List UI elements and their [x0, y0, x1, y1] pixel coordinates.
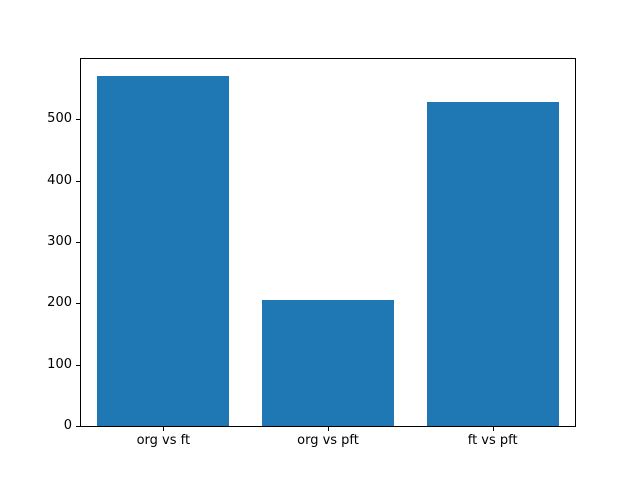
plot-area [80, 58, 576, 427]
y-tick-mark [76, 241, 80, 243]
y-tick-label: 0 [63, 418, 72, 433]
y-tick-label: 200 [47, 295, 72, 311]
y-tick-mark [76, 364, 80, 366]
x-tick-mark [328, 427, 329, 431]
bar-ft-vs-pft [426, 101, 559, 426]
bar-org-vs-ft [97, 75, 230, 426]
y-tick-mark [76, 180, 80, 182]
x-tick-mark [163, 427, 165, 431]
y-tick-mark [76, 303, 80, 305]
y-tick-label: 300 [47, 233, 72, 249]
x-tick-label: ft vs pft [467, 433, 518, 448]
y-tick-label: 500 [47, 111, 72, 127]
y-tick-mark [76, 426, 80, 427]
x-tick-label: org vs pft [297, 433, 359, 448]
x-tick-label: org vs ft [136, 433, 191, 448]
bar-org-vs-pft [262, 299, 394, 426]
y-tick-mark [76, 119, 80, 121]
x-tick-mark [492, 427, 494, 431]
y-tick-label: 400 [47, 172, 72, 188]
y-tick-label: 100 [47, 356, 72, 372]
